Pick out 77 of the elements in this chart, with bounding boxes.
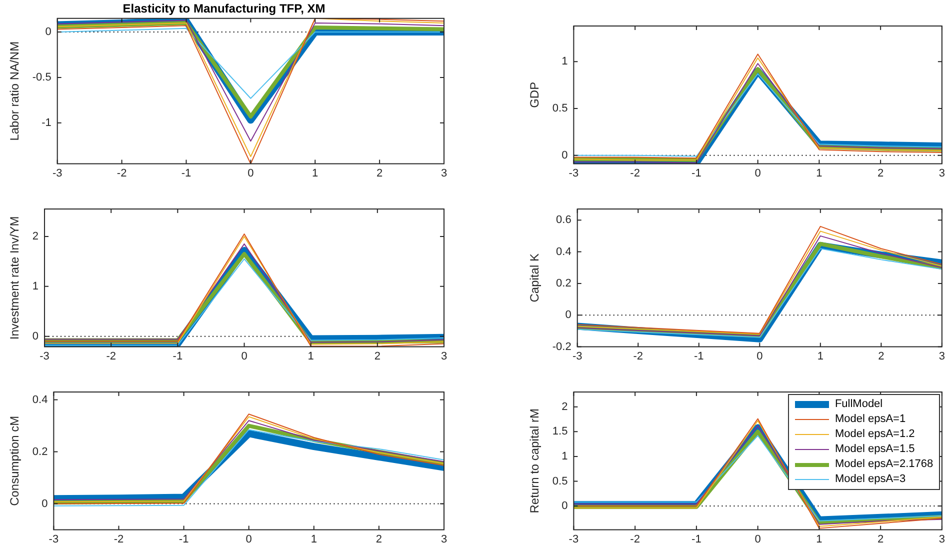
y-tick-label: 0 bbox=[42, 498, 48, 510]
legend-label: Model epsA=1.2 bbox=[834, 427, 915, 442]
y-axis-title: Labor ratio NA/NM bbox=[8, 41, 22, 141]
x-tick-label: -2 bbox=[630, 533, 640, 546]
x-tick-label: 3 bbox=[440, 350, 448, 362]
y-tick-label: 0 bbox=[45, 26, 52, 38]
x-tick-label: -1 bbox=[181, 167, 192, 180]
x-tick-label: 3 bbox=[938, 167, 946, 180]
x-tick-label: -1 bbox=[692, 167, 702, 180]
x-tick-label: -3 bbox=[48, 533, 59, 546]
y-tick-label: 0 bbox=[562, 149, 568, 162]
x-tick-label: -2 bbox=[116, 167, 127, 180]
x-tick-label: 2 bbox=[878, 350, 884, 362]
y-tick-label: 0 bbox=[565, 309, 572, 322]
chart-title: Elasticity to Manufacturing TFP, XM bbox=[122, 2, 326, 16]
x-tick-label: -2 bbox=[633, 350, 644, 362]
x-tick-label: -3 bbox=[40, 350, 50, 362]
legend-label: Model epsA=1.5 bbox=[834, 442, 915, 457]
y-tick-label: 0.2 bbox=[32, 446, 48, 458]
y-tick-label: 1 bbox=[562, 450, 568, 462]
y-tick-label: 0.5 bbox=[552, 102, 568, 115]
y-tick-label: 1 bbox=[562, 56, 568, 68]
y-axis-title: GDP bbox=[528, 82, 542, 108]
y-axis-title: Capital K bbox=[528, 254, 542, 302]
x-tick-label: -1 bbox=[178, 533, 189, 546]
y-tick-label: -1 bbox=[42, 116, 52, 129]
x-tick-label: 0 bbox=[246, 533, 252, 546]
x-tick-label: 2 bbox=[878, 533, 884, 546]
y-tick-label: 1 bbox=[32, 280, 39, 292]
x-tick-label: 2 bbox=[878, 167, 884, 180]
x-tick-label: 0 bbox=[248, 167, 254, 180]
x-tick-label: 0 bbox=[754, 533, 761, 546]
y-tick-label: 0 bbox=[562, 500, 568, 512]
x-tick-label: 0 bbox=[241, 350, 248, 362]
y-tick-label: 1.5 bbox=[552, 426, 568, 438]
y-tick-label: 0.2 bbox=[556, 277, 572, 290]
y-axis-title: Consumption cM bbox=[8, 416, 22, 506]
y-tick-label: 0.4 bbox=[556, 246, 572, 258]
x-tick-label: 1 bbox=[310, 533, 317, 546]
x-tick-label: 2 bbox=[376, 167, 383, 180]
x-tick-label: 1 bbox=[312, 167, 318, 180]
x-tick-label: 3 bbox=[938, 533, 946, 546]
y-tick-label: 0.5 bbox=[552, 475, 568, 488]
x-tick-label: 2 bbox=[376, 533, 382, 546]
y-tick-label: 0.6 bbox=[556, 214, 572, 226]
x-tick-label: 1 bbox=[308, 350, 314, 362]
y-tick-label: -0.5 bbox=[32, 72, 52, 84]
x-tick-label: 1 bbox=[817, 350, 824, 362]
x-tick-label: 1 bbox=[816, 533, 822, 546]
y-tick-label: 0.4 bbox=[32, 394, 48, 406]
y-tick-label: 2 bbox=[32, 230, 39, 242]
x-tick-label: -3 bbox=[572, 350, 582, 362]
x-tick-label: -1 bbox=[692, 533, 702, 546]
x-tick-label: 3 bbox=[440, 533, 448, 546]
legend-label: Model epsA=3 bbox=[834, 472, 906, 487]
legend-label: Model epsA=1 bbox=[834, 412, 906, 427]
y-tick-label: -0.2 bbox=[552, 340, 572, 353]
x-tick-label: -2 bbox=[114, 533, 124, 546]
x-tick-label: -1 bbox=[172, 350, 183, 362]
x-tick-label: -3 bbox=[568, 167, 579, 180]
x-tick-label: 3 bbox=[938, 350, 946, 362]
x-tick-label: 1 bbox=[816, 167, 822, 180]
legend-label: FullModel bbox=[834, 397, 883, 412]
x-tick-label: -1 bbox=[694, 350, 704, 362]
x-tick-label: 2 bbox=[374, 350, 380, 362]
legend-label: Model epsA=2.1768 bbox=[834, 457, 934, 472]
x-tick-label: -2 bbox=[106, 350, 116, 362]
y-tick-label: 0 bbox=[32, 330, 39, 342]
x-tick-label: -3 bbox=[52, 167, 62, 180]
x-tick-label: 0 bbox=[754, 167, 761, 180]
x-tick-label: 3 bbox=[440, 167, 448, 180]
y-axis-title: Investment rate Inv/YM bbox=[8, 216, 22, 340]
y-tick-label: 2 bbox=[562, 400, 568, 413]
x-tick-label: -2 bbox=[630, 167, 640, 180]
x-tick-label: 0 bbox=[756, 350, 763, 362]
y-axis-title: Return to capital rM bbox=[528, 408, 542, 514]
x-tick-label: -3 bbox=[568, 533, 579, 546]
